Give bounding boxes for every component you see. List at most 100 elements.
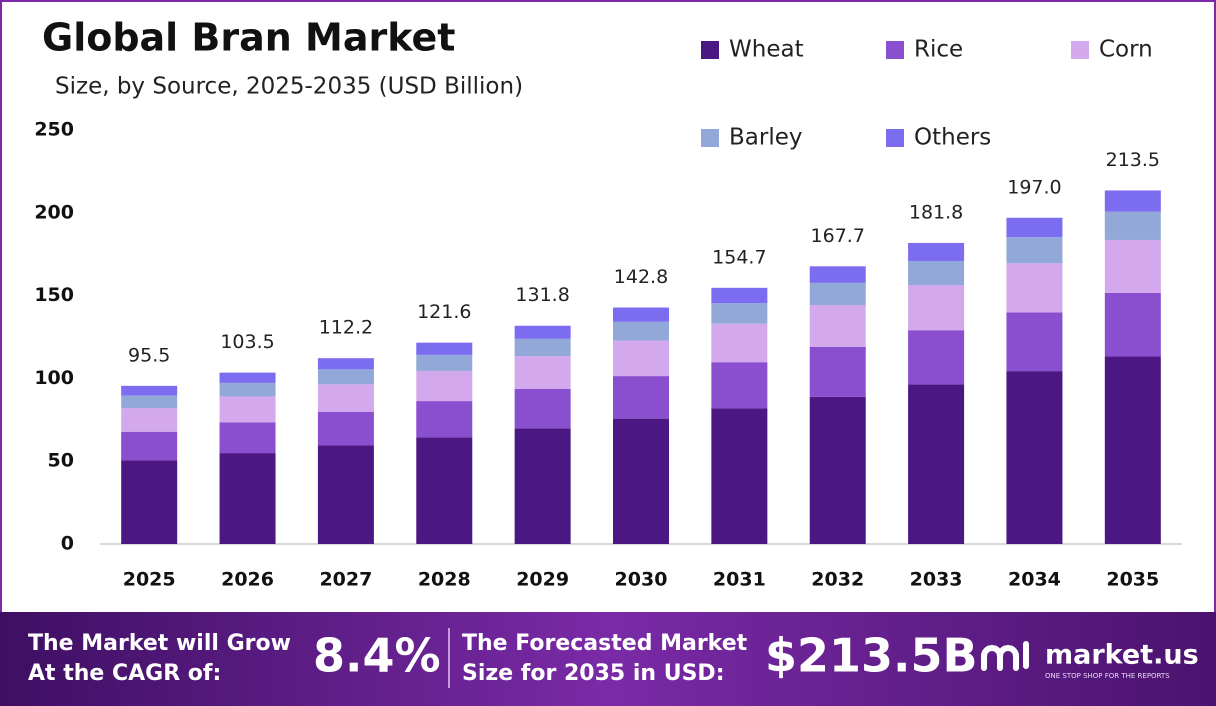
bar-segment bbox=[613, 376, 669, 419]
y-tick-label: 50 bbox=[48, 450, 74, 472]
forecast-value: $213.5B bbox=[765, 629, 978, 683]
bar-segment bbox=[613, 340, 669, 377]
legend-swatch bbox=[1071, 41, 1089, 59]
x-tick-label: 2028 bbox=[418, 569, 471, 591]
total-label: 154.7 bbox=[712, 246, 766, 268]
bar-segment bbox=[219, 396, 276, 423]
x-tick-label: 2032 bbox=[811, 569, 864, 591]
bar-segment bbox=[613, 321, 669, 341]
y-tick-label: 250 bbox=[34, 119, 74, 141]
legend-swatch bbox=[886, 41, 904, 59]
bar-segment bbox=[219, 382, 276, 397]
bar-segment bbox=[514, 428, 571, 544]
bar-segment bbox=[711, 323, 768, 363]
x-tick-label: 2033 bbox=[910, 569, 963, 591]
bar-segment bbox=[1006, 312, 1063, 372]
total-label: 167.7 bbox=[811, 225, 865, 247]
bar-segment bbox=[317, 445, 374, 544]
x-tick-label: 2026 bbox=[221, 569, 274, 591]
bar-segment bbox=[809, 346, 866, 397]
bar-segment bbox=[514, 356, 571, 389]
bar-segment bbox=[416, 401, 473, 438]
bar-segment bbox=[613, 418, 669, 544]
bar-segment bbox=[908, 242, 965, 261]
bar-segment bbox=[908, 285, 965, 331]
legend-label: Wheat bbox=[729, 37, 804, 63]
legend-label: Rice bbox=[914, 37, 963, 63]
bar-segment bbox=[809, 396, 866, 544]
bar-segment bbox=[711, 287, 768, 304]
bar-segment bbox=[514, 338, 571, 357]
bar-segment bbox=[1006, 371, 1063, 544]
total-label: 142.8 bbox=[614, 266, 668, 288]
bar-segment bbox=[809, 266, 866, 283]
bar-segment bbox=[317, 358, 374, 370]
bar-segment bbox=[219, 372, 276, 383]
bar-segment bbox=[1006, 237, 1063, 264]
total-label: 213.5 bbox=[1106, 149, 1160, 171]
bar-segment bbox=[908, 260, 965, 286]
bar-segment bbox=[416, 342, 473, 355]
bar-segment bbox=[613, 307, 669, 322]
y-tick-label: 0 bbox=[61, 533, 74, 555]
bar-segment bbox=[1104, 356, 1161, 544]
cagr-value: 8.4% bbox=[313, 629, 441, 683]
legend-label: Others bbox=[914, 125, 991, 151]
bar-segment bbox=[809, 282, 866, 306]
y-tick-label: 200 bbox=[34, 201, 74, 223]
brand-name: market.us bbox=[1045, 640, 1199, 671]
forecast-text: The Forecasted Market bbox=[462, 631, 748, 656]
x-tick-label: 2035 bbox=[1106, 569, 1159, 591]
bar-segment bbox=[416, 437, 473, 544]
cagr-text: At the CAGR of: bbox=[28, 661, 221, 686]
bar-segment bbox=[317, 369, 374, 385]
bar-segment bbox=[514, 325, 571, 339]
total-label: 95.5 bbox=[128, 344, 170, 366]
bar-segment bbox=[711, 303, 768, 324]
chart-subtitle: Size, by Source, 2025-2035 (USD Billion) bbox=[55, 74, 523, 100]
x-tick-label: 2027 bbox=[319, 569, 372, 591]
bar-segment bbox=[317, 384, 374, 413]
brand-logo bbox=[981, 641, 1029, 671]
bar-segment bbox=[121, 395, 178, 409]
legend-swatch bbox=[701, 41, 719, 59]
bar-segment bbox=[711, 408, 768, 544]
legend-swatch bbox=[701, 129, 719, 147]
bar-segment bbox=[121, 385, 178, 396]
legend-label: Corn bbox=[1099, 37, 1153, 63]
bar-segment bbox=[908, 330, 965, 385]
total-label: 181.8 bbox=[909, 201, 963, 223]
y-tick-label: 100 bbox=[34, 367, 74, 389]
bar-segment bbox=[1104, 211, 1161, 240]
bar-segment bbox=[317, 412, 374, 446]
bar-segment bbox=[1006, 217, 1063, 238]
brand-tagline: ONE STOP SHOP FOR THE REPORTS bbox=[1045, 672, 1170, 680]
total-label: 121.6 bbox=[417, 301, 471, 323]
chart-title: Global Bran Market bbox=[42, 16, 455, 60]
total-label: 103.5 bbox=[220, 331, 274, 353]
x-tick-label: 2030 bbox=[615, 569, 668, 591]
bar-segment bbox=[121, 408, 178, 432]
x-tick-label: 2025 bbox=[123, 569, 176, 591]
legend-label: Barley bbox=[729, 125, 802, 151]
x-tick-label: 2029 bbox=[516, 569, 569, 591]
legend-swatch bbox=[886, 129, 904, 147]
bar-segment bbox=[416, 370, 473, 402]
footer-band bbox=[0, 612, 1216, 706]
x-tick-label: 2031 bbox=[713, 569, 766, 591]
cagr-text: The Market will Grow bbox=[28, 631, 291, 656]
bar-segment bbox=[219, 453, 276, 544]
x-tick-label: 2034 bbox=[1008, 569, 1061, 591]
bar-segment bbox=[809, 305, 866, 347]
bar-segment bbox=[908, 384, 965, 544]
bar-segment bbox=[711, 362, 768, 409]
bar-segment bbox=[121, 460, 178, 544]
bar-segment bbox=[1104, 190, 1161, 212]
total-label: 112.2 bbox=[319, 317, 373, 339]
bar-segment bbox=[416, 354, 473, 371]
y-tick-label: 150 bbox=[34, 284, 74, 306]
forecast-text: Size for 2035 in USD: bbox=[462, 661, 725, 686]
divider bbox=[448, 628, 450, 688]
